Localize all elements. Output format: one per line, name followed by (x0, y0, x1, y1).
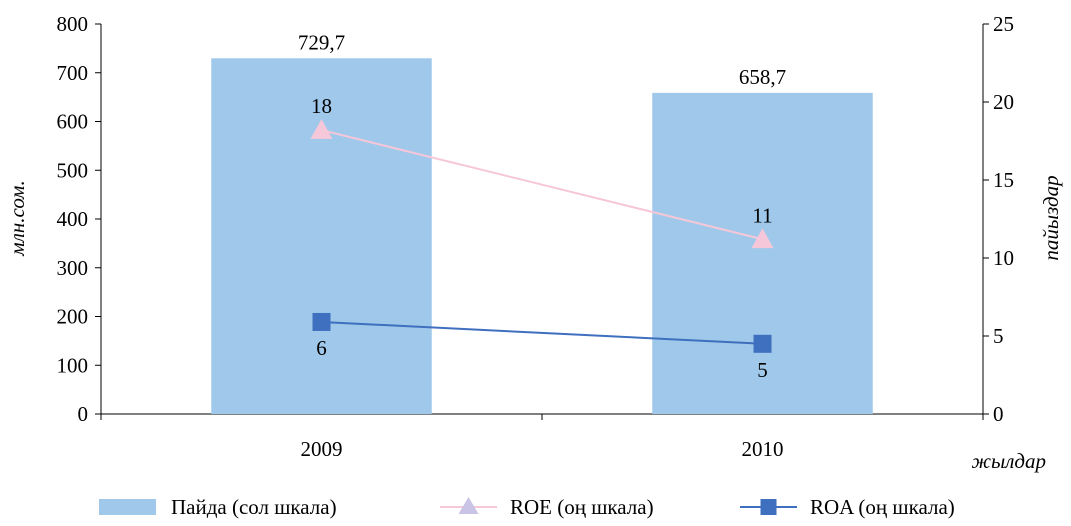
right-tick-label: 25 (993, 12, 1014, 36)
series-line (321, 129, 763, 241)
left-tick-label: 0 (78, 402, 89, 426)
bar-value-label: 658,7 (739, 65, 786, 89)
line-value-label: 11 (752, 203, 772, 227)
bar-value-label: 729,7 (298, 30, 345, 54)
bar (211, 58, 432, 415)
legend-swatch (99, 499, 156, 515)
triangle-marker (751, 228, 774, 249)
right-tick-label: 5 (993, 324, 1004, 348)
left-tick-label: 600 (57, 110, 89, 134)
legend-square-marker (760, 499, 777, 515)
left-tick-label: 700 (57, 61, 89, 85)
line-value-label: 18 (311, 94, 332, 118)
right-tick-label: 10 (993, 246, 1014, 270)
left-tick-label: 400 (57, 207, 89, 231)
legend-label: ROE (оң шкала) (510, 495, 654, 519)
x-axis-title: жылдар (971, 449, 1046, 473)
line-value-label: 6 (316, 336, 327, 360)
legend: Пайда (сол шкала) ROE (оң шкала) ROA (оң ш… (99, 495, 955, 519)
left-tick-label: 100 (57, 353, 89, 377)
left-tick-label: 300 (57, 256, 89, 280)
right-tick-label: 20 (993, 90, 1014, 114)
legend-triangle-marker (458, 497, 479, 514)
legend-label: ROA (оң шкала) (810, 495, 955, 519)
left-axis-title: млн.сом. (5, 180, 29, 256)
left-tick-label: 500 (57, 158, 89, 182)
left-tick-label: 200 (57, 305, 89, 329)
line-series (310, 119, 774, 353)
left-y-axis: 0 100 200 300 400 500 600 700 800 (57, 12, 102, 426)
right-axis-title: пайыздар (1039, 175, 1063, 260)
legend-label: Пайда (сол шкала) (171, 495, 337, 519)
bar-series (211, 58, 873, 415)
left-tick-label: 800 (57, 12, 89, 36)
square-marker (753, 334, 772, 353)
x-tick-label: 2009 (301, 437, 343, 461)
data-labels: 729,7 658,7 18 11 6 5 (298, 30, 786, 382)
series-line (321, 320, 763, 345)
right-y-axis: 0 5 10 15 20 25 (982, 12, 1014, 426)
right-tick-label: 0 (993, 402, 1004, 426)
square-marker (312, 312, 331, 331)
x-tick-label: 2010 (742, 437, 784, 461)
x-axis: 2009 2010 (100, 413, 984, 461)
bar (652, 92, 873, 414)
right-tick-label: 15 (993, 168, 1014, 192)
triangle-marker (310, 119, 333, 139)
line-value-label: 5 (757, 358, 768, 382)
